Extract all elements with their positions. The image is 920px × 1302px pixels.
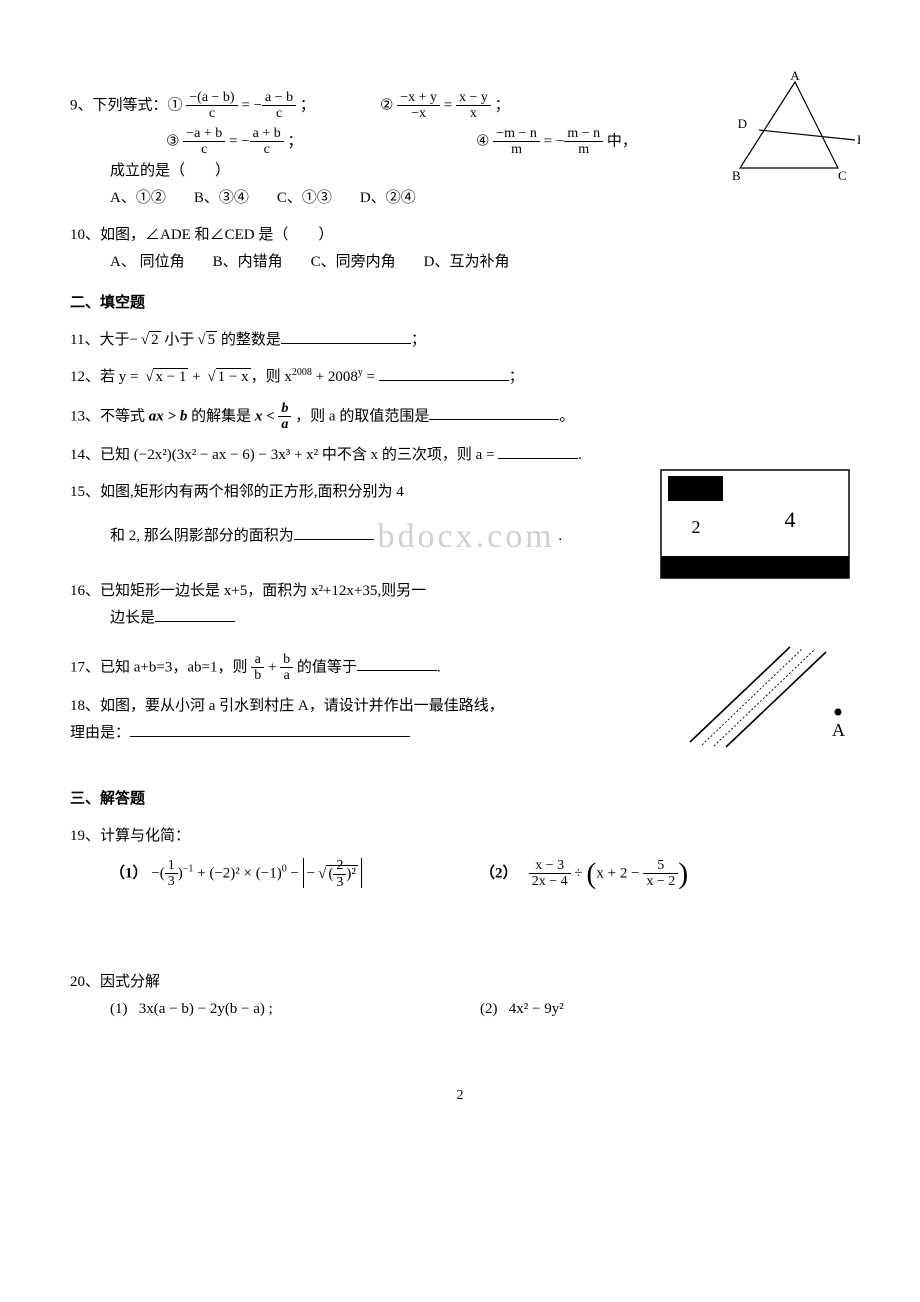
q14-blank[interactable] [498,443,578,459]
q12: 12、若 y = x − 1 + 1 − x，则 x2008 + 2008y =… [70,364,850,391]
q15: 15、如图,矩形内有两个相邻的正方形,面积分别为 4 和 2, 那么阴影部分的面… [70,479,850,567]
q9-eq1-lhs: −(a − b)c [186,90,237,122]
q9-eq2-rhs: x − yx [456,90,491,122]
q11-blank[interactable] [281,328,411,344]
triangle-figure: A D E B C [720,70,860,200]
q20-2: (2) 4x² − 9y² [480,996,850,1023]
q15-blank[interactable] [294,524,374,540]
q13: 13、不等式 ax > b 的解集是 x < ba ，则 a 的取值范围是。 [70,401,850,433]
svg-text:A: A [790,70,800,83]
q17-blank[interactable] [357,655,437,671]
svg-text:B: B [732,168,741,183]
q19-1: （1） −(13)−1 + (−2)² × (−1)0 − −(23)² [110,858,480,890]
q9-circ4: ④ [476,133,489,149]
q11: 11、大于−2 小于5 的整数是； [70,327,850,354]
q16: 16、已知矩形一边长是 x+5，面积为 x²+12x+35,则另一 边长是 [70,578,850,632]
svg-text:C: C [838,168,847,183]
q20: 20、因式分解 (1) 3x(a − b) − 2y(b − a) ; (2) … [70,969,850,1023]
section-3: 三、解答题 [70,786,850,813]
q16-blank[interactable] [155,606,235,622]
q14: 14、已知 (−2x²)(3x² − ax − 6) − 3x³ + x² 中不… [70,442,850,469]
q10-options: A、 同位角B、内错角C、同旁内角D、互为补角 [110,249,850,276]
q9-circ2: ② [380,97,393,113]
q9-eq4-rhs: m − nm [564,126,603,158]
page-number: 2 [70,1083,850,1108]
section-2: 二、填空题 [70,290,850,317]
q12-blank[interactable] [379,365,509,381]
q9-eq3-lhs: −a + bc [183,126,225,158]
q20-1: (1) 3x(a − b) − 2y(b − a) ; [110,996,480,1023]
q9-prefix: 9、下列等式：① [70,97,183,113]
q13-blank[interactable] [429,404,559,420]
q19: 19、计算与化简： （1） −(13)−1 + (−2)² × (−1)0 − … [70,823,850,890]
q17: 17、已知 a+b=3，ab=1，则 ab + ba 的值等于. [70,652,850,684]
q18: 18、如图，要从小河 a 引水到村庄 A，请设计并作出一最佳路线， 理由是： [70,693,850,747]
svg-text:D: D [738,116,747,131]
q9-eq3-rhs: a + bc [250,126,284,158]
q9-circ3: ③ [166,133,179,149]
q18-blank[interactable] [130,721,410,737]
svg-text:E: E [857,132,860,147]
q9-eq4-lhs: −m − nm [493,126,540,158]
q9-eq1-rhs: a − bc [262,90,296,122]
watermark: bdocx.com [378,518,555,555]
q9: 9、下列等式：① −(a − b)c = −a − bc ； ② −x + y−… [70,90,850,212]
q9-eq2-lhs: −x + y−x [397,90,440,122]
q10: 10、如图，∠ADE 和∠CED 是（ ） A、 同位角B、内错角C、同旁内角D… [70,222,850,276]
q19-2: （2） x − 32x − 4 ÷ (x + 2 − 5x − 2) [480,858,850,890]
q10-stem: 10、如图，∠ADE 和∠CED 是（ ） [70,222,850,249]
